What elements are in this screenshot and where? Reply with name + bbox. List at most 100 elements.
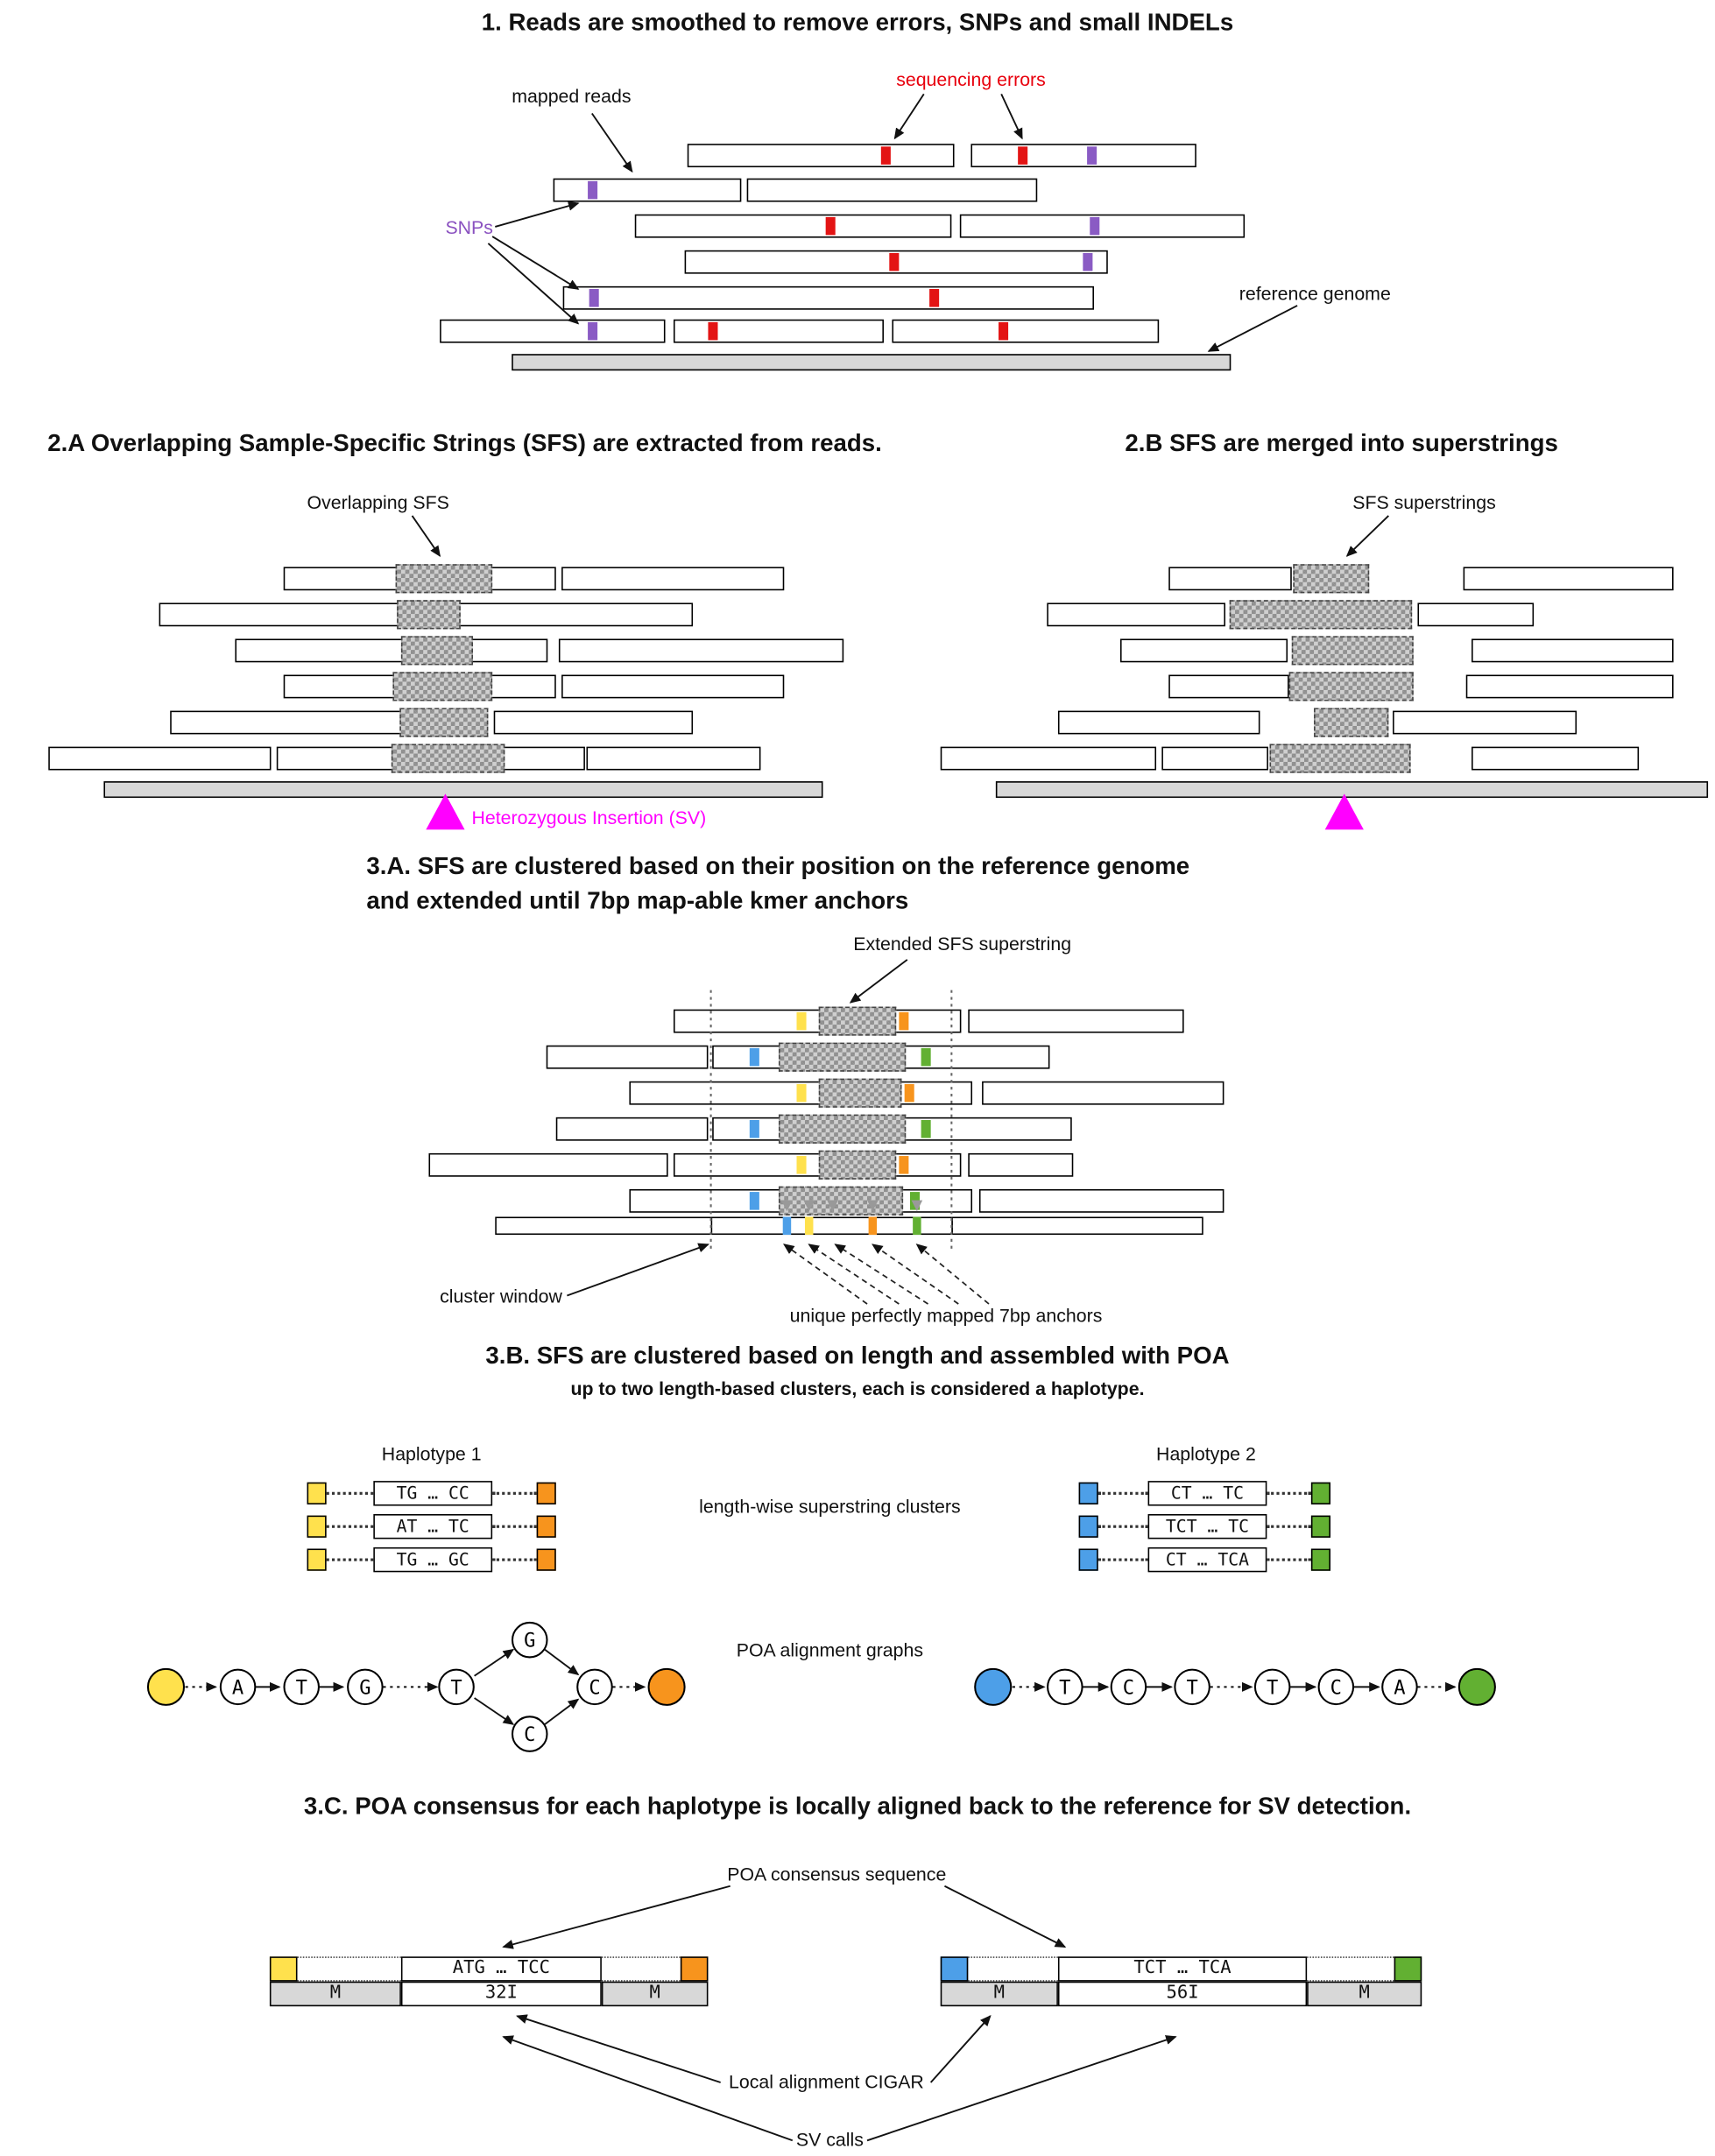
sfs-superstring-segment xyxy=(1314,708,1389,737)
mapped-reads-label: mapped reads xyxy=(512,85,632,107)
snp-marker xyxy=(1083,252,1093,271)
read xyxy=(673,319,884,343)
cigar-label: Local alignment CIGAR xyxy=(729,2071,924,2093)
sequencing-error-marker xyxy=(999,321,1009,341)
anchor-blue xyxy=(1078,1515,1098,1538)
haplotype1-label: Haplotype 1 xyxy=(381,1443,482,1465)
poa-node-label: G xyxy=(359,1676,371,1699)
anchor-blue xyxy=(749,1119,759,1138)
dotted-connector xyxy=(326,1525,374,1528)
read xyxy=(48,746,272,771)
section3b-title: 3.B. SFS are clustered based on length a… xyxy=(485,1341,1230,1370)
poa-graphs-label: POA alignment graphs xyxy=(736,1639,924,1661)
read xyxy=(746,178,1038,202)
poa-node xyxy=(283,1668,320,1706)
anchor-orange xyxy=(899,1011,909,1031)
dotted-connector xyxy=(492,1558,537,1561)
cigar-op: 56I xyxy=(1057,1981,1308,2007)
sfs-superstring-segment xyxy=(1288,672,1414,701)
read xyxy=(1472,746,1640,771)
anchor-green xyxy=(1310,1515,1330,1538)
snps-label: SNPs xyxy=(445,216,493,238)
read xyxy=(673,1152,962,1177)
dotted-connector xyxy=(1267,1558,1311,1561)
sfs-segment xyxy=(391,743,505,773)
mapped-anchor-orange xyxy=(868,1216,878,1236)
read xyxy=(555,1117,709,1141)
anchor-orange xyxy=(904,1083,914,1103)
section2a-title: 2.A Overlapping Sample-Specific Strings … xyxy=(47,428,882,457)
anchor-yellow xyxy=(796,1156,807,1174)
read xyxy=(558,638,844,663)
hap1-end-anchor-node xyxy=(647,1667,686,1706)
hap2-end-anchor-node xyxy=(1457,1667,1496,1706)
dotted-flank xyxy=(297,1956,401,1982)
read xyxy=(553,178,742,202)
sfs-superstring-segment xyxy=(1229,600,1413,630)
poa-node-label: T xyxy=(1186,1676,1197,1699)
read xyxy=(159,602,399,627)
sequencing-error-marker xyxy=(889,252,900,271)
dotted-flank xyxy=(601,1956,681,1982)
anchor-green xyxy=(921,1047,931,1067)
sfs-superstring-segment xyxy=(1293,564,1370,594)
read xyxy=(1119,638,1288,663)
poa-node xyxy=(1174,1668,1210,1706)
sfs-segment xyxy=(400,636,474,666)
snp-marker xyxy=(589,289,599,307)
sequencing-error-marker xyxy=(708,321,718,341)
read xyxy=(970,144,1196,168)
superstring-seq: TG … GC xyxy=(373,1547,493,1573)
anchor-blue xyxy=(940,1956,969,1982)
overlapping-sfs-label: Overlapping SFS xyxy=(307,492,449,513)
read xyxy=(982,1081,1224,1105)
anchor-orange xyxy=(536,1515,556,1538)
superstring-seq: TCT … TC xyxy=(1147,1514,1267,1539)
poa-graph-hap1: A T G T G C C xyxy=(146,1621,686,1752)
read xyxy=(959,214,1246,238)
poa-node xyxy=(347,1668,384,1706)
cluster-window-label: cluster window xyxy=(440,1286,562,1307)
sfs-superstring-segment xyxy=(1269,743,1411,773)
anchor-yellow xyxy=(796,1083,807,1103)
anchor-orange xyxy=(899,1156,909,1174)
sequencing-errors-label: sequencing errors xyxy=(896,68,1046,90)
poa-node xyxy=(1253,1668,1291,1706)
superstring-seq: AT … TC xyxy=(373,1514,493,1539)
extended-sfs-segment xyxy=(818,1078,902,1108)
haplotype2-label: Haplotype 2 xyxy=(1156,1443,1256,1465)
reference-window-bar xyxy=(495,1216,713,1236)
dotted-flank xyxy=(968,1956,1058,1982)
poa-node-label: T xyxy=(1267,1676,1278,1699)
cigar-op: M xyxy=(601,1981,709,2007)
dotted-connector xyxy=(326,1491,374,1495)
superstring-seq: TG … CC xyxy=(373,1481,493,1506)
poa-node xyxy=(438,1668,475,1706)
extended-sfs-segment xyxy=(778,1186,904,1215)
consensus-seq: ATG … TCC xyxy=(400,1956,602,1982)
reference-genome-bar xyxy=(512,354,1232,371)
mapped-anchor-yellow xyxy=(804,1216,814,1236)
poa-node-label: C xyxy=(1123,1676,1134,1699)
read xyxy=(493,710,694,735)
read xyxy=(687,144,955,168)
anchor-green xyxy=(1394,1956,1422,1982)
anchors-label: unique perfectly mapped 7bp anchors xyxy=(789,1305,1103,1327)
anchor-green xyxy=(1310,1482,1330,1504)
anchor-yellow xyxy=(307,1482,327,1504)
sequencing-error-marker xyxy=(825,216,836,236)
sv-insertion-triangle xyxy=(1324,793,1364,830)
cigar-op: M xyxy=(940,1981,1058,2007)
section3a-title-line1: 3.A. SFS are clustered based on their po… xyxy=(366,851,1190,880)
read xyxy=(1057,710,1260,735)
anchor-green xyxy=(921,1119,931,1138)
read xyxy=(1465,674,1674,699)
read xyxy=(428,1152,668,1177)
mapped-anchor-green xyxy=(913,1216,921,1236)
sequencing-error-marker xyxy=(929,289,940,307)
poa-node xyxy=(1381,1668,1418,1706)
anchor-dashed-arrows xyxy=(783,1244,990,1305)
read xyxy=(235,638,548,663)
read xyxy=(1168,567,1292,591)
